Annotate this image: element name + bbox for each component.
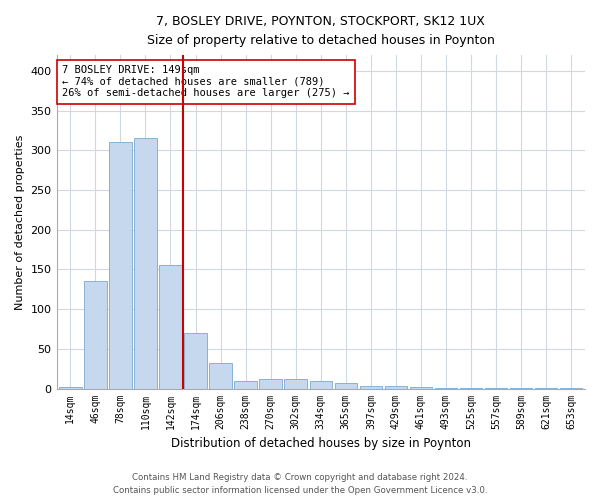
Title: 7, BOSLEY DRIVE, POYNTON, STOCKPORT, SK12 1UX
Size of property relative to detac: 7, BOSLEY DRIVE, POYNTON, STOCKPORT, SK1… (147, 15, 495, 47)
Bar (410, 387, 432, 388)
Bar (310, 382, 332, 388)
Text: Contains HM Land Registry data © Crown copyright and database right 2024.
Contai: Contains HM Land Registry data © Crown c… (113, 474, 487, 495)
Y-axis label: Number of detached properties: Number of detached properties (15, 134, 25, 310)
Text: 7 BOSLEY DRIVE: 149sqm
← 74% of detached houses are smaller (789)
26% of semi-de: 7 BOSLEY DRIVE: 149sqm ← 74% of detached… (62, 65, 349, 98)
Bar (235, 380, 257, 388)
Bar (59, 387, 82, 388)
Bar (209, 363, 232, 388)
Bar (284, 379, 307, 388)
Bar (109, 142, 131, 388)
Bar (335, 383, 357, 388)
Bar (84, 282, 107, 389)
Bar (385, 386, 407, 388)
Bar (359, 386, 382, 388)
Bar (184, 333, 207, 388)
Bar (259, 379, 282, 388)
Bar (159, 266, 182, 388)
X-axis label: Distribution of detached houses by size in Poynton: Distribution of detached houses by size … (171, 437, 471, 450)
Bar (134, 138, 157, 388)
